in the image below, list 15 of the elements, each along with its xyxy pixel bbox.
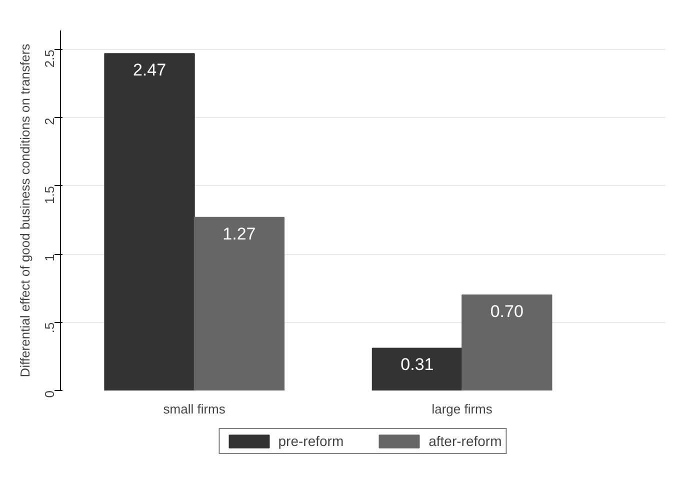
data-label: 2.47 xyxy=(132,60,166,80)
y-tick-label: 2.5 xyxy=(42,50,57,68)
legend-label: after-reform xyxy=(428,433,502,449)
y-tick-label: 2 xyxy=(42,118,57,126)
legend-label: pre-reform xyxy=(278,433,344,449)
data-label: 0.70 xyxy=(490,302,524,322)
y-tick-label: 1 xyxy=(42,254,57,262)
y-axis-title: Differential effect of good business conditions on transfers xyxy=(18,43,32,378)
data-label: 1.27 xyxy=(222,224,256,244)
x-tick-label: small firms xyxy=(163,402,226,416)
y-tick-label: 1.5 xyxy=(42,186,57,204)
data-label: 0.31 xyxy=(400,355,434,374)
y-tick-label: 0 xyxy=(42,390,57,398)
x-tick-label: large firms xyxy=(432,402,493,416)
y-tick-label: .5 xyxy=(42,322,57,334)
